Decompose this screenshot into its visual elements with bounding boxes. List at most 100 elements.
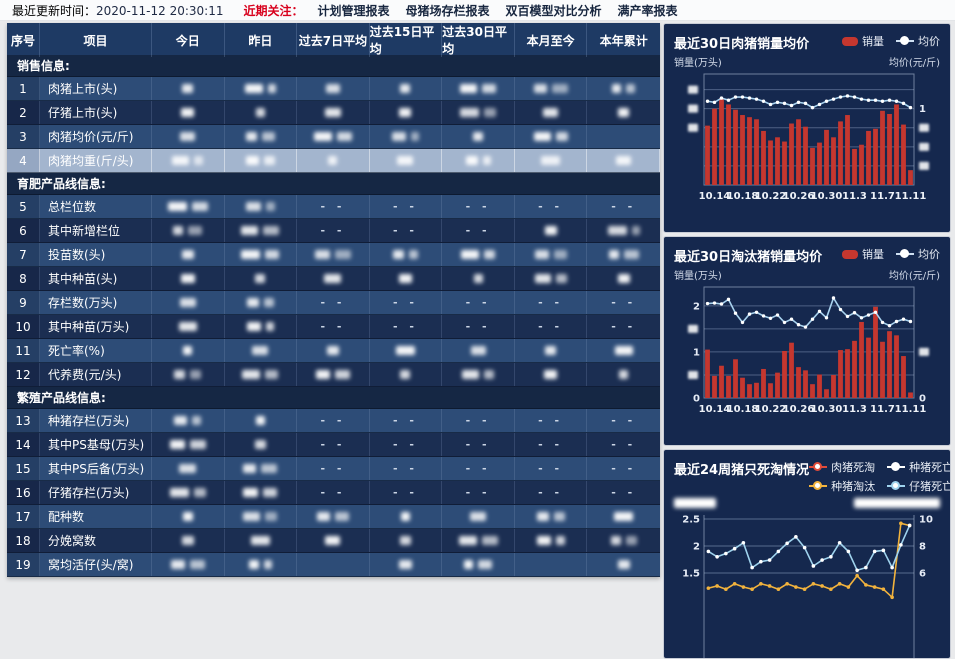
row-value-redacted: - - [442, 481, 515, 504]
row-value-redacted [152, 219, 225, 242]
row-label: 种猪存栏(万头) [40, 409, 152, 432]
row-value-redacted [587, 125, 660, 148]
legend-item-仔猪死亡[interactable]: 仔猪死亡 [887, 478, 950, 494]
table-row-1[interactable]: 1 肉猪上市(头) [7, 77, 660, 101]
chart-title: 最近30日肉猪销量均价 [674, 37, 810, 52]
topbar-link-1[interactable]: 计划管理报表 [317, 3, 390, 18]
topbar-link-3[interactable]: 双百模型对比分析 [505, 3, 602, 18]
y-right-axis-label: 均价(元/斤) [888, 57, 940, 69]
bar-swatch-icon [842, 249, 858, 259]
table-row-4[interactable]: 4 肉猪均重(斤/头) [7, 149, 660, 173]
legend-item-肉猪死淘[interactable]: 肉猪死淘 [809, 459, 875, 475]
table-row-2[interactable]: 2 仔猪上市(头) [7, 101, 660, 125]
chart-legend: 销量 均价 [842, 33, 940, 49]
row-value-redacted: - - [442, 457, 515, 480]
row-value-redacted [515, 363, 588, 386]
column-header-8: 本月至今 [515, 23, 588, 57]
row-value-redacted [297, 125, 370, 148]
update-time-label: 最近更新时间：2020-11-12 20:30:11 [12, 3, 224, 18]
row-value-redacted: - - [611, 462, 637, 475]
row-value-redacted: - - [515, 457, 588, 480]
row-value-redacted: - - [370, 457, 443, 480]
row-label: 配种数 [40, 505, 152, 528]
row-value-redacted [515, 505, 588, 528]
row-value-redacted [152, 553, 225, 576]
row-value-redacted [587, 505, 660, 528]
svg-text:6: 6 [919, 569, 926, 580]
main-content: 序号 项目 今日 昨日 过去7日平均 过去15日平均 过去30日平均 本月至今 本年累计 销售信… [7, 23, 955, 659]
row-value-redacted [152, 457, 225, 480]
row-value-redacted: - - [370, 219, 443, 242]
column-header-2: 项目 [40, 23, 152, 57]
y-left-axis-label-redacted [674, 498, 716, 508]
row-value-redacted [587, 77, 660, 100]
line-marker-icon [887, 462, 906, 472]
row-value-redacted: - - [515, 315, 588, 338]
table-row-16[interactable]: 16 仔猪存栏(万头) - -- -- -- -- - [7, 481, 660, 505]
row-index: 11 [7, 339, 40, 362]
column-header-5: 过去7日平均 [297, 23, 370, 57]
topbar: 最近更新时间：2020-11-12 20:30:11 近期关注： 计划管理报表母… [0, 0, 955, 21]
row-index: 9 [7, 291, 40, 314]
row-value-redacted [297, 267, 370, 290]
table-row-6[interactable]: 6 其中新增栏位 - -- -- - [7, 219, 660, 243]
svg-text:2.5: 2.5 [682, 515, 700, 526]
table-row-10[interactable]: 10 其中种苗(万头) - -- -- -- -- - [7, 315, 660, 339]
svg-text:10.30: 10.30 [811, 191, 843, 202]
legend-item-销量[interactable]: 销量 [842, 33, 884, 49]
row-value-redacted: - - [370, 315, 443, 338]
row-value-redacted [297, 505, 370, 528]
row-index: 13 [7, 409, 40, 432]
row-index: 8 [7, 267, 40, 290]
row-value-redacted: - - [297, 433, 370, 456]
table-row-12[interactable]: 12 代养费(元/头) [7, 363, 660, 387]
svg-text:1: 1 [693, 347, 700, 358]
row-index: 16 [7, 481, 40, 504]
row-value-redacted [152, 433, 225, 456]
table-row-3[interactable]: 3 肉猪均价(元/斤) [7, 125, 660, 149]
row-label: 肉猪均价(元/斤) [40, 125, 152, 148]
table-row-5[interactable]: 5 总栏位数 - -- -- -- -- - [7, 195, 660, 219]
table-row-9[interactable]: 9 存栏数(万头) - -- -- -- -- - [7, 291, 660, 315]
legend-item-均价[interactable]: 均价 [896, 33, 940, 49]
row-value-redacted: - - [611, 414, 637, 427]
row-label: 其中种苗(万头) [40, 315, 152, 338]
table-row-7[interactable]: 7 投苗数(头) [7, 243, 660, 267]
row-value-redacted: - - [611, 320, 637, 333]
table-row-11[interactable]: 11 死亡率(%) [7, 339, 660, 363]
topbar-link-2[interactable]: 母猪场存栏报表 [405, 3, 490, 18]
row-label: 肉猪均重(斤/头) [40, 149, 152, 172]
row-index: 15 [7, 457, 40, 480]
row-value-redacted [225, 219, 298, 242]
svg-text:0: 0 [919, 394, 926, 405]
row-value-redacted [152, 291, 225, 314]
line-marker-icon [887, 481, 906, 491]
row-value-redacted [225, 481, 298, 504]
table-row-15[interactable]: 15 其中PS后备(万头) - -- -- -- -- - [7, 457, 660, 481]
legend-item-销量[interactable]: 销量 [842, 246, 884, 262]
table-row-14[interactable]: 14 其中PS基母(万头) - -- -- -- -- - [7, 433, 660, 457]
table-body: 销售信息: 1 肉猪上市(头) 2 仔猪上市(头) 3 肉猪均价(元/斤) 4 肉猪均重(斤/头… [7, 55, 660, 577]
legend-item-均价[interactable]: 均价 [896, 246, 940, 262]
table-row-13[interactable]: 13 种猪存栏(万头) - -- -- -- -- - [7, 409, 660, 433]
row-label: 其中PS基母(万头) [40, 433, 152, 456]
legend-item-种猪死亡[interactable]: 种猪死亡 [887, 459, 950, 475]
row-value-redacted [152, 505, 225, 528]
row-value-redacted [442, 243, 515, 266]
table-row-19[interactable]: 19 窝均活仔(头/窝) [7, 553, 660, 577]
table-row-18[interactable]: 18 分娩窝数 [7, 529, 660, 553]
legend-label: 种猪淘汰 [831, 480, 876, 493]
row-value-redacted [515, 219, 588, 242]
row-value-redacted [515, 339, 588, 362]
row-value-redacted: - - [611, 486, 637, 499]
topbar-link-4[interactable]: 满产率报表 [617, 3, 678, 18]
svg-text:11.3: 11.3 [842, 404, 867, 415]
column-header-1: 序号 [7, 23, 40, 57]
panel-head: 最近30日淘汰猪销量均价 销量 均价 [674, 246, 940, 265]
row-value-redacted [225, 125, 298, 148]
legend-item-种猪淘汰[interactable]: 种猪淘汰 [809, 478, 875, 494]
bar-swatch-icon [842, 36, 858, 46]
column-header-3: 今日 [152, 23, 225, 57]
table-row-8[interactable]: 8 其中种苗(头) [7, 267, 660, 291]
table-row-17[interactable]: 17 配种数 [7, 505, 660, 529]
